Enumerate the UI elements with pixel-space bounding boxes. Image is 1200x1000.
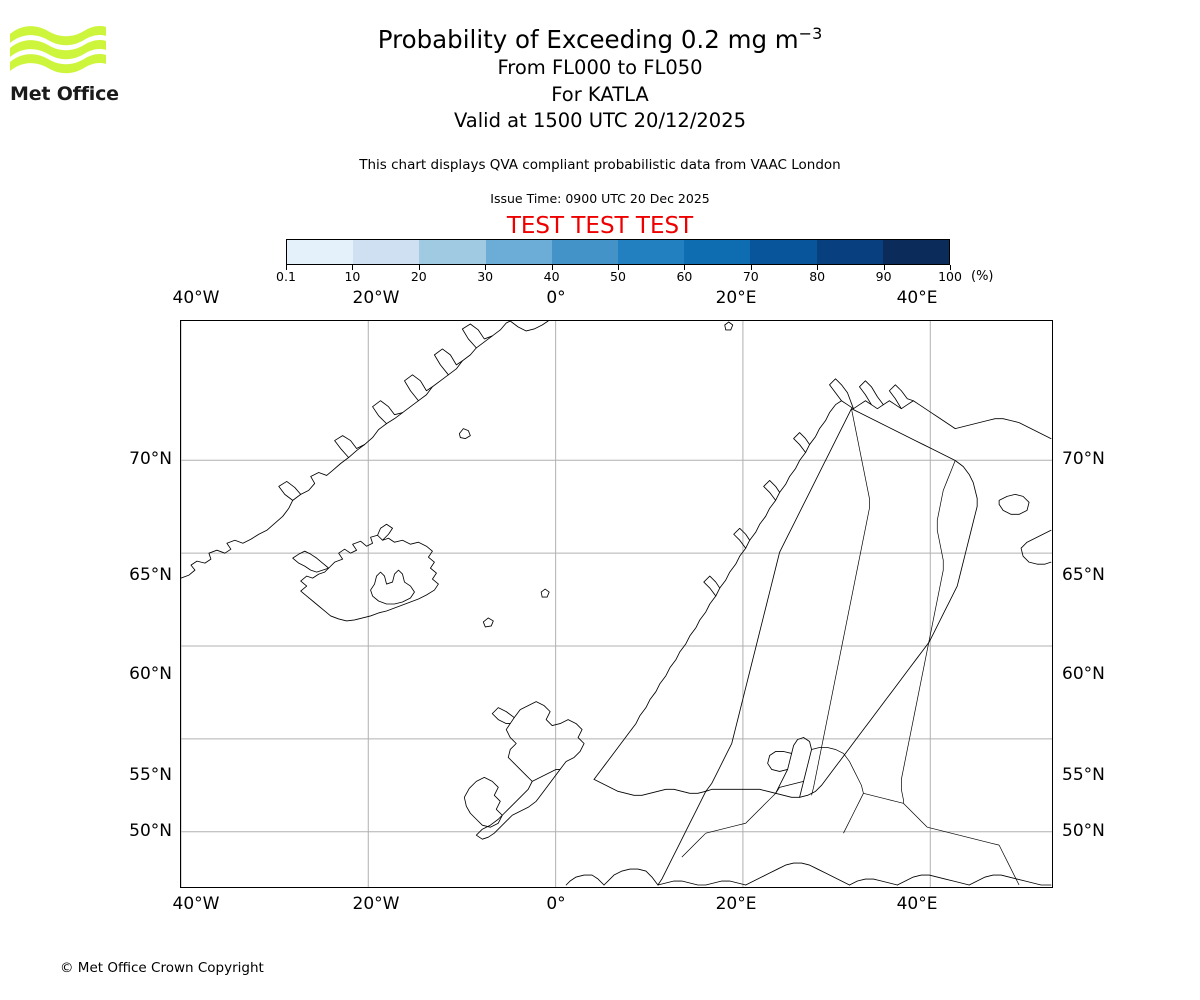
- colorbar-band-3: [485, 240, 552, 264]
- coastline-small-islands: [458, 321, 734, 628]
- colorbar-band-5: [618, 240, 685, 264]
- lon-label-bottom-4: 40°E: [896, 894, 938, 914]
- colorbar-band-0: [287, 240, 354, 264]
- lon-label-top-1: 20°W: [352, 288, 400, 308]
- coastline-greenland: [181, 321, 549, 579]
- met-office-wave-icon: [10, 26, 106, 74]
- lat-label-right-2: 60°N: [1062, 664, 1105, 684]
- colorbar-tick-60: [684, 265, 686, 270]
- test-banner: TEST TEST TEST: [506, 213, 694, 239]
- colorbar-tick-label-40: 40: [543, 269, 560, 284]
- map-canvas: [181, 321, 1052, 887]
- lat-label-right-4: 50°N: [1062, 821, 1105, 841]
- lat-label-left-4: 50°N: [129, 821, 172, 841]
- colorbar-tick-label-100: 100: [938, 269, 962, 284]
- colorbar-tick-label-10: 10: [344, 269, 361, 284]
- coastline-continental-europe: [565, 737, 960, 886]
- colorbar-tick-70: [750, 265, 752, 270]
- chart-title-block: Probability of Exceeding 0.2 mg m−3 From…: [160, 24, 1040, 135]
- colorbar-band-6: [684, 240, 751, 264]
- colorbar-band-8: [816, 240, 883, 264]
- lat-label-right-0: 70°N: [1062, 449, 1105, 469]
- lon-label-bottom-2: 0°: [546, 894, 566, 914]
- colorbar-tick-label-50: 50: [610, 269, 626, 284]
- colorbar-band-7: [750, 240, 817, 264]
- lat-label-left-0: 70°N: [129, 449, 172, 469]
- coastline-eastern-europe: [849, 418, 1052, 886]
- colorbar-tick-label-60: 60: [676, 269, 693, 284]
- colorbar-tick-0.1: [286, 265, 287, 270]
- probability-colorbar: 0.1 10 20 30 40 50 60 70 80 90 100: [276, 239, 962, 284]
- colorbar-tick-10: [352, 265, 354, 270]
- lat-label-right-3: 55°N: [1062, 765, 1105, 785]
- lat-label-left-2: 60°N: [129, 664, 172, 684]
- colorbar-tick-label-20: 20: [410, 269, 427, 284]
- lon-label-bottom-3: 20°E: [715, 894, 757, 914]
- colorbar-tick-label-30: 30: [477, 269, 494, 284]
- met-office-logo: Met Office: [10, 22, 130, 117]
- page-title-exponent: −3: [798, 23, 823, 43]
- colorbar-tick-label-70: 70: [742, 269, 759, 284]
- colorbar-tick-100: [950, 265, 951, 270]
- colorbar-bands: [286, 239, 950, 265]
- colorbar-tick-80: [817, 265, 819, 270]
- map-panel[interactable]: [180, 320, 1053, 888]
- coastline-iceland: [292, 523, 439, 622]
- issue-time: Issue Time: 0900 UTC 20 Dec 2025: [490, 191, 710, 206]
- page-title: Probability of Exceeding 0.2 mg m−3: [160, 24, 1040, 55]
- page-title-text: Probability of Exceeding 0.2 mg m: [377, 25, 799, 54]
- qva-disclaimer: This chart displays QVA compliant probab…: [359, 157, 841, 173]
- colorbar-tick-label-80: 80: [809, 269, 826, 284]
- glacier-outline-vatnajokull: [370, 569, 415, 605]
- colorbar-tick-40: [551, 265, 553, 270]
- colorbar-tick-30: [485, 265, 487, 270]
- colorbar-tick-20: [418, 265, 420, 270]
- map-gridlines: [181, 321, 1052, 887]
- lon-label-bottom-1: 20°W: [352, 894, 400, 914]
- coastline-scandinavia: [593, 378, 978, 886]
- lon-label-bottom-0: 40°W: [172, 894, 220, 914]
- coastline-british-isles: [463, 701, 585, 840]
- colorbar-band-1: [353, 240, 420, 264]
- colorbar-tick-50: [618, 265, 619, 270]
- colorbar-tick-label-90: 90: [875, 269, 892, 284]
- colorbar-band-4: [551, 240, 619, 264]
- title-volcano: For KATLA: [551, 82, 649, 106]
- title-valid-time: Valid at 1500 UTC 20/12/2025: [453, 109, 747, 132]
- colorbar-band-9: [882, 240, 950, 264]
- colorbar-units-label: (%): [971, 269, 994, 284]
- country-borders: [811, 408, 1020, 886]
- lat-label-right-1: 65°N: [1062, 565, 1105, 585]
- lon-label-top-0: 40°W: [172, 288, 220, 308]
- lon-label-top-4: 40°E: [896, 288, 938, 308]
- lat-label-left-3: 55°N: [129, 765, 172, 785]
- title-flight-levels: From FL000 to FL050: [497, 56, 703, 79]
- colorbar-tick-label-0.1: 0.1: [276, 269, 296, 284]
- copyright-notice: © Met Office Crown Copyright: [60, 960, 264, 976]
- colorbar-band-2: [419, 240, 486, 264]
- colorbar-tick-90: [883, 265, 885, 270]
- lon-label-top-2: 0°: [546, 288, 566, 308]
- lat-label-left-1: 65°N: [129, 565, 172, 585]
- met-office-logo-text: Met Office: [10, 83, 119, 105]
- lon-label-top-3: 20°E: [715, 288, 757, 308]
